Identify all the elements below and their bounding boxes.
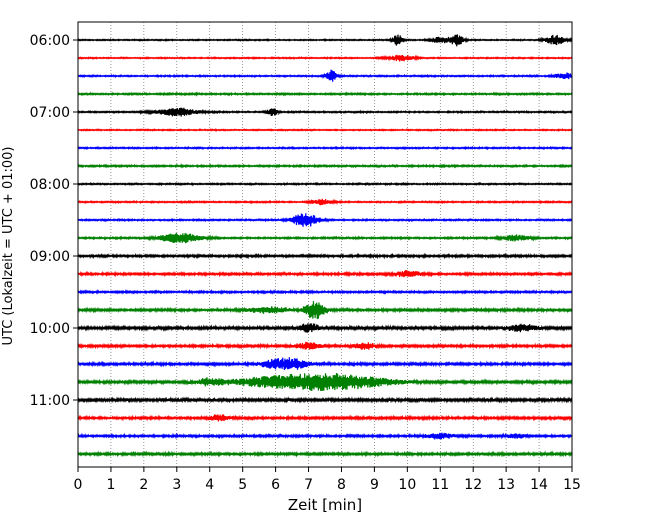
trace-07:30	[77, 145, 573, 151]
y-axis-label: UTC (Lokalzeit = UTC + 01:00)	[1, 147, 16, 346]
x-tick-label: 6	[271, 477, 280, 493]
trace-06:30	[77, 69, 573, 82]
x-tick-label: 5	[238, 477, 247, 493]
trace-06:00	[77, 34, 573, 47]
vertical-grid	[110, 22, 540, 467]
trace-06:15	[77, 54, 573, 62]
y-tick-label: 10:00	[30, 321, 70, 337]
trace-11:15	[77, 414, 573, 422]
trace-07:00	[77, 107, 573, 117]
x-tick-label: 12	[464, 477, 482, 493]
trace-11:30	[77, 432, 573, 440]
trace-06:45	[77, 91, 573, 97]
y-tick-label: 07:00	[30, 105, 70, 121]
x-axis-label: Zeit [min]	[288, 496, 362, 514]
x-axis-ticks: 0 1 2 3 4 5 6 7 8 9 10 11 12 13 14 15	[74, 467, 581, 493]
trace-08:30	[77, 213, 573, 227]
x-tick-label: 10	[398, 477, 416, 493]
trace-08:15	[77, 198, 573, 206]
y-tick-label: 06:00	[30, 33, 70, 49]
x-tick-label: 1	[106, 477, 115, 493]
x-tick-label: 13	[497, 477, 515, 493]
trace-09:15	[77, 270, 573, 278]
x-tick-label: 3	[172, 477, 181, 493]
y-tick-label: 11:00	[30, 393, 70, 409]
trace-10:45	[77, 372, 573, 391]
trace-series	[77, 34, 573, 458]
trace-10:15	[77, 341, 573, 350]
trace-08:45	[77, 232, 573, 244]
x-tick-label: 7	[304, 477, 313, 493]
trace-10:00	[77, 323, 573, 333]
trace-09:30	[77, 288, 573, 296]
trace-08:00	[77, 181, 573, 187]
y-tick-label: 09:00	[30, 249, 70, 265]
trace-11:00	[77, 396, 573, 404]
x-tick-label: 9	[370, 477, 379, 493]
x-tick-label: 14	[530, 477, 548, 493]
x-tick-label: 15	[563, 477, 581, 493]
x-tick-label: 2	[139, 477, 148, 493]
trace-07:15	[77, 127, 573, 132]
trace-11:45	[77, 450, 573, 458]
trace-07:45	[77, 163, 573, 169]
trace-10:30	[77, 357, 573, 371]
x-tick-label: 4	[205, 477, 214, 493]
y-tick-label: 08:00	[30, 177, 70, 193]
y-axis-ticks: 06:00 07:00 08:00 09:00 10:00 11:00	[30, 33, 78, 409]
x-tick-label: 0	[74, 477, 83, 493]
trace-09:00	[77, 252, 573, 260]
trace-09:45	[77, 301, 573, 320]
x-tick-label: 8	[337, 477, 346, 493]
x-tick-label: 11	[431, 477, 449, 493]
plot-frame	[77, 21, 573, 468]
